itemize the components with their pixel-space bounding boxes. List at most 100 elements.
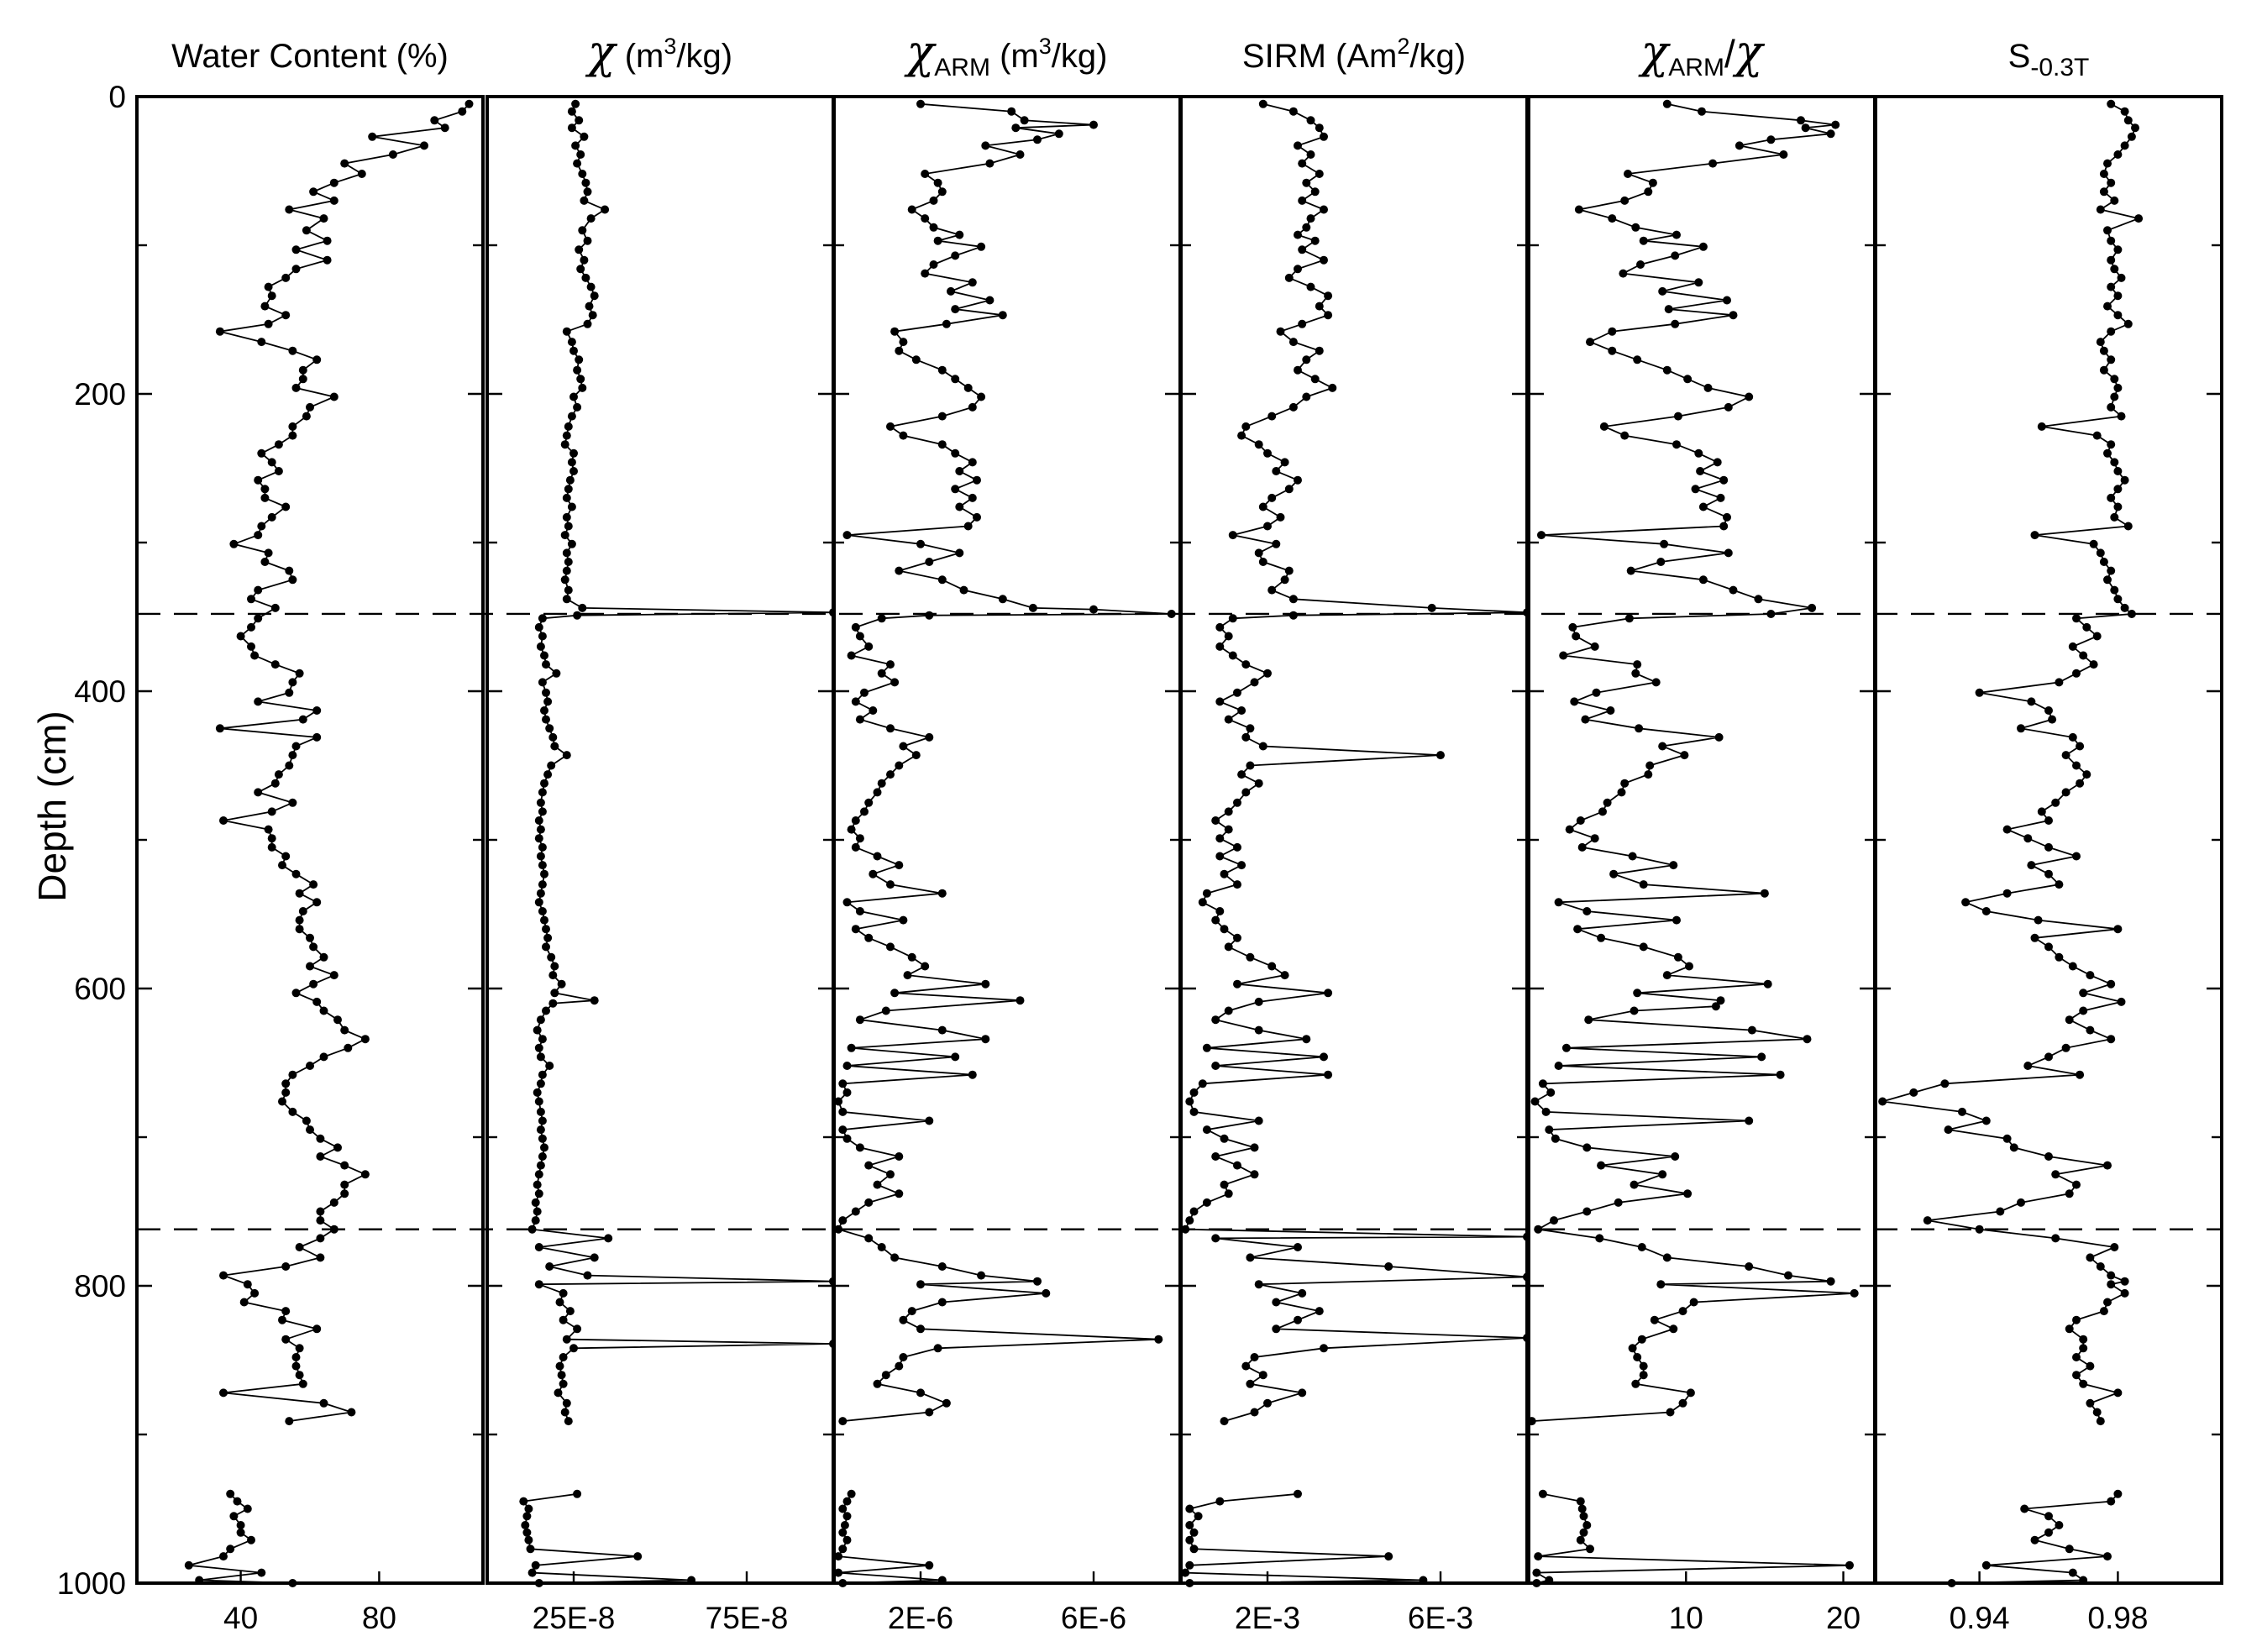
data-point [855,907,864,915]
data-point [1565,825,1574,834]
data-point [1211,1152,1220,1161]
data-point [1202,1198,1211,1207]
data-point [1651,678,1661,687]
panel-sirm: 2E-3 6E-3 SIRM (Am2/kg) [1179,34,1529,1635]
data-point [2076,1070,2085,1079]
data-point [2113,485,2123,494]
data-point [1592,688,1601,697]
data-point [925,558,934,566]
data-point [1228,614,1237,623]
data-point [1958,1107,1966,1116]
data-point [2110,375,2119,384]
data-point [281,1307,291,1316]
data-point [881,1006,890,1015]
data-point [895,1152,904,1161]
data-point [1523,1233,1525,1241]
data-point [534,1189,543,1198]
data-point [360,1035,370,1044]
data-point [1831,120,1840,129]
data-point [2113,1489,2123,1498]
data-point [1534,1552,1543,1561]
data-point [534,898,543,907]
data-point [1294,475,1302,485]
data-point [288,1107,297,1116]
data-point [270,660,280,669]
data-point [1650,1315,1659,1324]
data-point [319,214,328,223]
data-point [536,798,545,807]
data-point [1233,798,1241,807]
data-point [527,1568,537,1577]
data-point [1803,1035,1812,1044]
data-point [951,448,960,458]
panel-s03: 0.94 0.98 S-0.3T [1874,38,2223,1635]
data-point [1537,531,1546,540]
data-point [575,116,584,125]
data-point [247,595,255,604]
data-point [1294,230,1302,239]
data-point [545,1062,554,1070]
data-point [1246,1379,1255,1388]
data-point [1570,697,1579,706]
data-point [1614,1198,1623,1207]
data-point [1202,889,1211,898]
data-point [1241,1361,1251,1371]
data-point [1288,611,1298,620]
data-point [968,402,977,412]
data-point [1185,1521,1194,1529]
data-point [540,706,548,715]
data-point [1233,842,1241,852]
y-tick-label: 800 [74,1269,126,1303]
data-point [2120,603,2129,612]
data-point [2107,1280,2116,1289]
data-point [855,1015,864,1025]
data-point [973,512,981,522]
data-point [578,383,587,392]
data-point [2037,807,2046,816]
data-point [243,1280,252,1289]
data-point [998,311,1007,320]
data-point [2079,989,2088,998]
data-point [1826,1277,1835,1286]
data-point [829,1340,832,1348]
data-point [851,816,860,825]
data-point [2113,467,2123,475]
data-point [543,697,553,706]
data-point [2048,715,2057,724]
data-point [565,475,575,485]
data-point [1729,311,1738,320]
data-point [2103,159,2112,168]
data-point [929,196,938,205]
data-point [562,566,571,575]
data-point [285,688,294,697]
data-point [1237,706,1246,715]
data-point [562,431,571,440]
data-point [1590,642,1599,651]
data-point [260,493,270,502]
data-point [951,251,960,260]
data-point [942,1398,951,1408]
data-point [333,1015,342,1025]
data-point [937,365,947,375]
data-point [2079,1335,2088,1344]
data-point [1698,502,1708,511]
data-point [538,788,547,797]
data-point [899,915,908,925]
data-point [1272,539,1281,548]
data-point [567,539,576,548]
data-point [1538,1489,1547,1498]
data-point [1598,807,1607,816]
data-point [1183,1568,1190,1577]
data-point [998,595,1007,604]
data-point [538,807,547,816]
data-point [585,302,594,311]
y-axis-label: Depth (cm) [30,711,74,901]
data-point [1975,1225,1984,1234]
data-point [1686,1388,1695,1398]
data-point [340,1189,349,1198]
panel-title-s03: S-0.3T [2008,38,2090,81]
series-line-water-0 [219,103,470,1422]
data-point [1220,1134,1229,1143]
data-point [1189,1544,1199,1554]
data-point [239,1298,249,1307]
